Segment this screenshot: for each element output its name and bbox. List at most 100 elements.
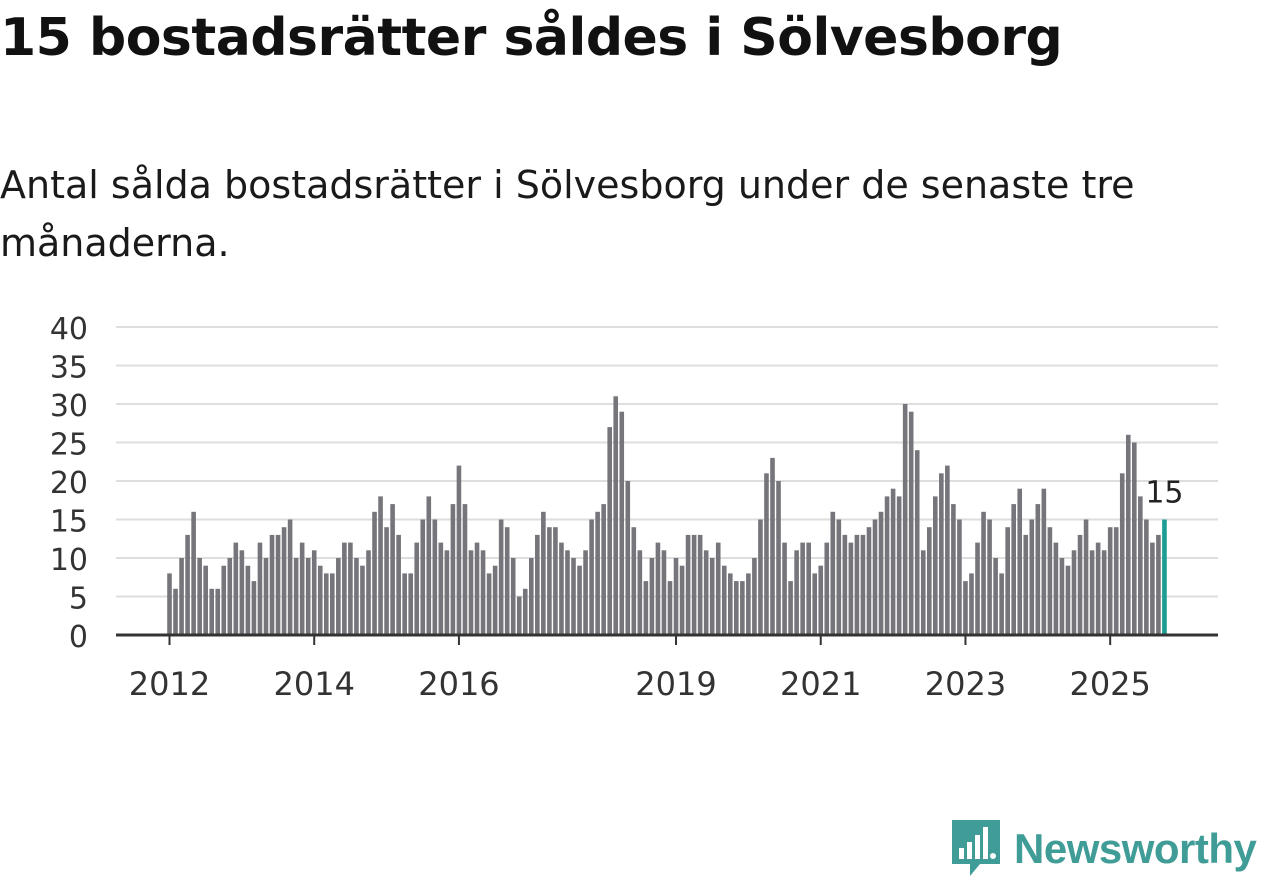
bar (173, 588, 178, 635)
bar (721, 565, 727, 635)
bar (498, 519, 504, 635)
bar (215, 588, 221, 635)
x-tick-label: 2014 (274, 665, 355, 703)
bar (583, 550, 588, 635)
bar (691, 534, 697, 635)
bar (1077, 534, 1083, 635)
bar (257, 542, 263, 635)
bar (939, 473, 944, 635)
y-tick-label: 30 (50, 389, 88, 424)
bar (685, 534, 691, 635)
bar (1047, 527, 1053, 635)
bar (987, 519, 992, 635)
bar (239, 550, 245, 635)
bar (945, 465, 950, 635)
bar (794, 550, 799, 635)
bar (402, 573, 407, 635)
gridlines (116, 326, 1218, 598)
bar (197, 558, 202, 635)
bar (299, 542, 305, 635)
bar (535, 534, 540, 635)
bar (414, 542, 420, 635)
bar (667, 581, 673, 635)
bar (589, 519, 594, 635)
y-tick-label: 35 (50, 351, 88, 386)
bar (836, 519, 842, 635)
bar (492, 565, 498, 635)
y-tick-label: 20 (50, 466, 88, 501)
bar (734, 581, 739, 635)
bar (468, 550, 474, 635)
bar (806, 542, 811, 635)
x-tick-label: 2016 (418, 665, 499, 703)
bar (595, 511, 600, 635)
bar (740, 581, 745, 635)
bar (263, 558, 269, 635)
y-tick-label: 15 (50, 505, 88, 540)
bar (1005, 527, 1010, 635)
bar (1119, 473, 1125, 635)
bar (601, 504, 606, 635)
bar (830, 511, 836, 635)
bar (372, 511, 377, 635)
bar (1029, 519, 1035, 635)
bar (571, 558, 576, 635)
bar (643, 581, 649, 635)
bar (715, 542, 721, 635)
bar (782, 542, 787, 635)
bar (354, 558, 359, 635)
bar-highlight (1162, 519, 1167, 635)
bar (981, 511, 986, 635)
bar (800, 542, 805, 635)
bar (390, 504, 395, 635)
bar (287, 519, 293, 635)
bar (673, 558, 679, 635)
bar (348, 542, 353, 635)
bar (613, 396, 619, 635)
bar (920, 550, 926, 635)
bar (872, 519, 878, 635)
bar (649, 558, 655, 635)
bar (727, 573, 733, 635)
bar (884, 496, 890, 635)
bar (957, 519, 962, 635)
bar (323, 573, 329, 635)
bar (860, 534, 866, 635)
x-tick-label: 2023 (925, 665, 1006, 703)
bar (185, 534, 190, 635)
bar (655, 542, 661, 635)
x-tick-label: 2012 (129, 665, 210, 703)
bar (607, 427, 612, 635)
bar (474, 542, 480, 635)
bar (812, 573, 818, 635)
bar (1107, 527, 1113, 635)
y-tick-label: 40 (50, 312, 88, 347)
bar (510, 558, 516, 635)
bar (1144, 519, 1149, 635)
x-tick-label: 2025 (1069, 665, 1150, 703)
bar (408, 573, 413, 635)
bar (480, 550, 486, 635)
bar (854, 534, 860, 635)
bar (305, 558, 311, 635)
bar (842, 534, 848, 635)
bar (746, 573, 751, 635)
bar (637, 550, 643, 635)
bar (191, 511, 196, 635)
bar (516, 596, 522, 635)
bar (317, 565, 323, 635)
bar (709, 558, 715, 635)
bar (902, 404, 908, 635)
bar (1156, 534, 1161, 635)
bar (1065, 565, 1071, 635)
bar (703, 550, 709, 635)
bar (245, 565, 251, 635)
newsworthy-logo-text: Newsworthy (1014, 825, 1257, 872)
bar (378, 496, 383, 635)
bar (1089, 550, 1095, 635)
bar (963, 581, 968, 635)
bar (1095, 542, 1101, 635)
bar (396, 534, 401, 635)
bar (1059, 558, 1065, 635)
